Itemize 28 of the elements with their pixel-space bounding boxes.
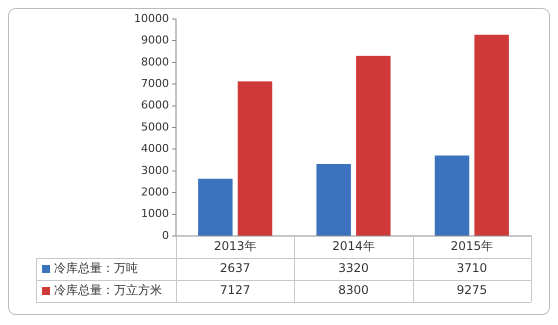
legend-label: 冷库总量：万吨 [54,261,138,276]
y-tick-label: 0 [162,228,169,242]
data-label: 3320 [338,261,369,276]
bar [474,34,509,236]
bar [198,178,233,236]
y-tick-label: 3000 [140,164,169,177]
bar [238,81,272,236]
data-label: 3710 [456,261,488,276]
y-tick-label: 7000 [140,76,169,90]
x-tick-label: 2013年 [214,239,256,254]
bar [316,164,351,236]
data-label: 2637 [220,261,250,276]
legend-label: 冷库总量：万立方米 [54,283,162,298]
y-tick-label: 10000 [134,12,169,25]
y-tick-label: 4000 [140,142,169,156]
data-label: 8300 [338,283,369,298]
data-label: 7127 [220,283,250,298]
bar [356,56,391,236]
y-tick-label: 2000 [140,185,169,198]
x-tick-label: 2015年 [450,239,494,254]
y-tick-label: 6000 [140,98,169,112]
bar [434,155,470,236]
y-tick-label: 9000 [140,34,169,47]
data-label: 9275 [456,283,488,298]
y-tick-label: 8000 [140,55,169,68]
y-tick-label: 5000 [140,120,169,134]
y-tick-label: 1000 [140,207,169,220]
x-tick-label: 2014年 [332,239,375,254]
